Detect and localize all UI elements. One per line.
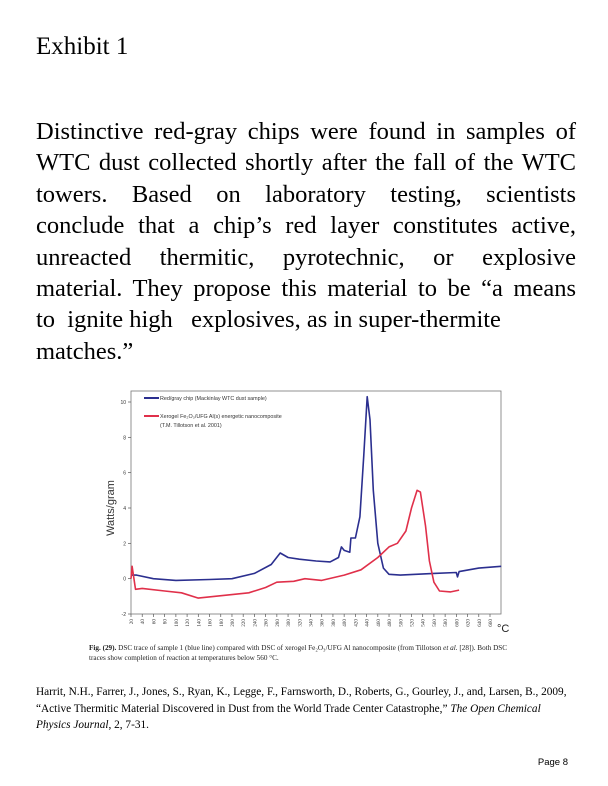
y-axis-label: Watts/gram: [105, 480, 117, 536]
caption-etal: et al.: [443, 644, 458, 652]
x-tick-label: 320: [297, 619, 303, 627]
x-tick-label: 260: [264, 619, 270, 627]
legend-label-line2: (T.M. Tillotson et al. 2001): [160, 423, 222, 429]
x-tick-label: 40: [140, 619, 146, 625]
x-tick-label: 300: [286, 619, 292, 627]
x-tick-label: 400: [342, 619, 348, 627]
citation-journal: The Open Chemical Physics Journal: [36, 702, 541, 732]
y-tick-label: 10: [120, 400, 126, 406]
x-tick-label: 220: [241, 619, 247, 627]
x-tick-label: 100: [174, 619, 180, 627]
x-tick-label: 160: [208, 619, 214, 627]
paragraph-line: WTC dust collected shortly after the fal…: [36, 149, 576, 177]
x-tick-label: 380: [331, 619, 337, 627]
x-tick-label: 360: [320, 619, 326, 627]
y-tick-label: 4: [123, 506, 126, 512]
y-tick-label: 6: [123, 471, 126, 477]
y-tick-label: 8: [123, 435, 126, 441]
y-tick-label: -2: [122, 612, 127, 618]
plot-frame: [130, 390, 502, 615]
exhibit-title: Exhibit 1: [36, 33, 129, 60]
figure-caption: Fig. (29). DSC trace of sample 1 (blue l…: [89, 643, 519, 663]
citation: Harrit, N.H., Farrer, J., Jones, S., Rya…: [36, 684, 576, 734]
x-tick-label: 140: [196, 619, 202, 627]
x-tick-label: 440: [365, 619, 371, 627]
paragraph-line: matches.”: [36, 337, 134, 365]
x-tick-label: 620: [466, 619, 472, 627]
series-line-xerogel: [130, 489, 460, 599]
x-tick-label: 580: [443, 619, 449, 627]
x-tick-label: 660: [488, 619, 494, 627]
legend-label: Xerogel Fe₂O₃/UFG Al(s) energetic nanoco…: [160, 414, 282, 420]
x-axis-label: °C: [497, 623, 509, 635]
paragraph-line: unreacted thermitic, pyrotechnic, or exp…: [36, 243, 576, 271]
caption-text: DSC trace of sample 1 (blue line) compar…: [116, 644, 444, 652]
paragraph-line: to ignite high explosives, as in super-t…: [36, 306, 501, 334]
x-tick-label: 20: [129, 619, 135, 625]
paragraph-line: towers. Based on laboratory testing, sci…: [36, 180, 576, 208]
x-tick-label: 420: [353, 619, 359, 627]
caption-label: Fig. (29).: [89, 644, 117, 652]
paragraph-line: Distinctive red-gray chips were found in…: [36, 118, 576, 145]
x-tick-label: 640: [477, 619, 483, 627]
paragraph-line: material. They propose this material to …: [36, 275, 576, 303]
legend-label: Red/gray chip (Mackinlay WTC dust sample…: [160, 396, 267, 402]
citation-text-2: , 2, 7-31.: [108, 719, 149, 731]
caption-text-2: [28]). Both DSC traces show completion o…: [89, 644, 508, 662]
x-tick-label: 560: [432, 619, 438, 627]
series-line-chip: [131, 395, 502, 582]
x-tick-label: 80: [163, 619, 169, 625]
x-tick-label: 500: [398, 619, 404, 627]
x-tick-label: 340: [309, 619, 315, 627]
x-tick-label: 240: [252, 619, 258, 627]
page-number: Page 8: [537, 757, 568, 768]
x-tick-label: 460: [376, 619, 382, 627]
x-tick-label: 520: [409, 619, 415, 627]
citation-text: Harrit, N.H., Farrer, J., Jones, S., Rya…: [36, 686, 567, 715]
x-tick-label: 60: [151, 619, 157, 625]
x-tick-label: 600: [454, 619, 460, 627]
x-tick-label: 180: [219, 619, 225, 627]
y-tick-label: 0: [123, 577, 126, 583]
x-tick-label: 120: [185, 619, 191, 627]
y-tick-label: 2: [123, 541, 126, 547]
paragraph-line: conclude that a chip’s red layer constit…: [36, 212, 576, 240]
x-tick-label: 540: [421, 619, 427, 627]
body-paragraph: Distinctive red-gray chips were found in…: [36, 116, 576, 367]
x-tick-label: 280: [275, 619, 281, 627]
x-tick-label: 200: [230, 619, 236, 627]
x-tick-label: 480: [387, 619, 393, 627]
